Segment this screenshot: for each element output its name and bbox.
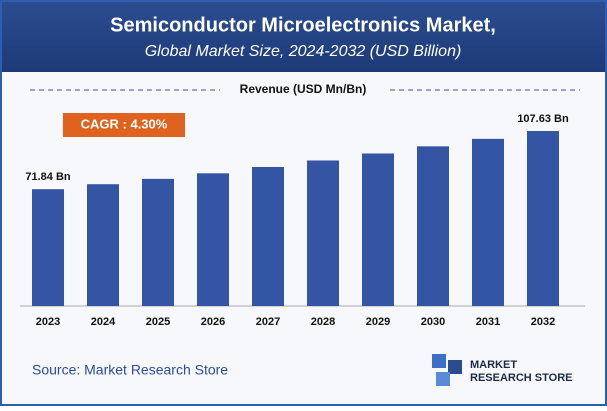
value-label: 107.63 Bn — [517, 113, 569, 125]
x-tick-label: 2026 — [201, 316, 225, 328]
logo-text: RESEARCH STORE — [470, 372, 572, 384]
bar — [527, 131, 559, 306]
logo-text: MARKET — [470, 359, 517, 371]
bar — [32, 189, 64, 306]
header — [2, 2, 605, 72]
bar — [307, 160, 339, 306]
chart-subtitle: Global Market Size, 2024-2032 (USD Billi… — [145, 43, 462, 60]
chart-title: Semiconductor Microelectronics Market, — [110, 14, 496, 36]
cagr-box — [63, 113, 185, 137]
bar — [142, 178, 174, 306]
bar — [362, 153, 394, 306]
cagr-label: CAGR : 4.30% — [81, 116, 168, 131]
x-tick-label: 2030 — [421, 316, 445, 328]
logo: MARKET RESEARCH STORE — [432, 354, 572, 386]
x-tick-label: 2025 — [146, 316, 170, 328]
x-tick-label: 2024 — [91, 316, 116, 328]
x-tick-label: 2032 — [531, 316, 555, 328]
logo-mark — [432, 354, 446, 368]
logo-mark — [436, 372, 450, 386]
legend-bg — [220, 80, 386, 100]
logo-mark — [448, 360, 462, 374]
x-tick-label: 2023 — [36, 316, 60, 328]
value-label: 71.84 Bn — [25, 171, 71, 183]
x-tick-label: 2031 — [476, 316, 500, 328]
bar — [472, 138, 504, 306]
bar — [252, 166, 284, 306]
bar — [87, 184, 119, 306]
legend-label: Revenue (USD Mn/Bn) — [240, 82, 367, 96]
source: Source: Market Research Store — [32, 362, 228, 378]
x-tick-label: 2027 — [256, 316, 280, 328]
bar — [417, 146, 449, 306]
x-tick-label: 2028 — [311, 316, 335, 328]
x-tick-label: 2029 — [366, 316, 390, 328]
bar — [197, 173, 229, 306]
